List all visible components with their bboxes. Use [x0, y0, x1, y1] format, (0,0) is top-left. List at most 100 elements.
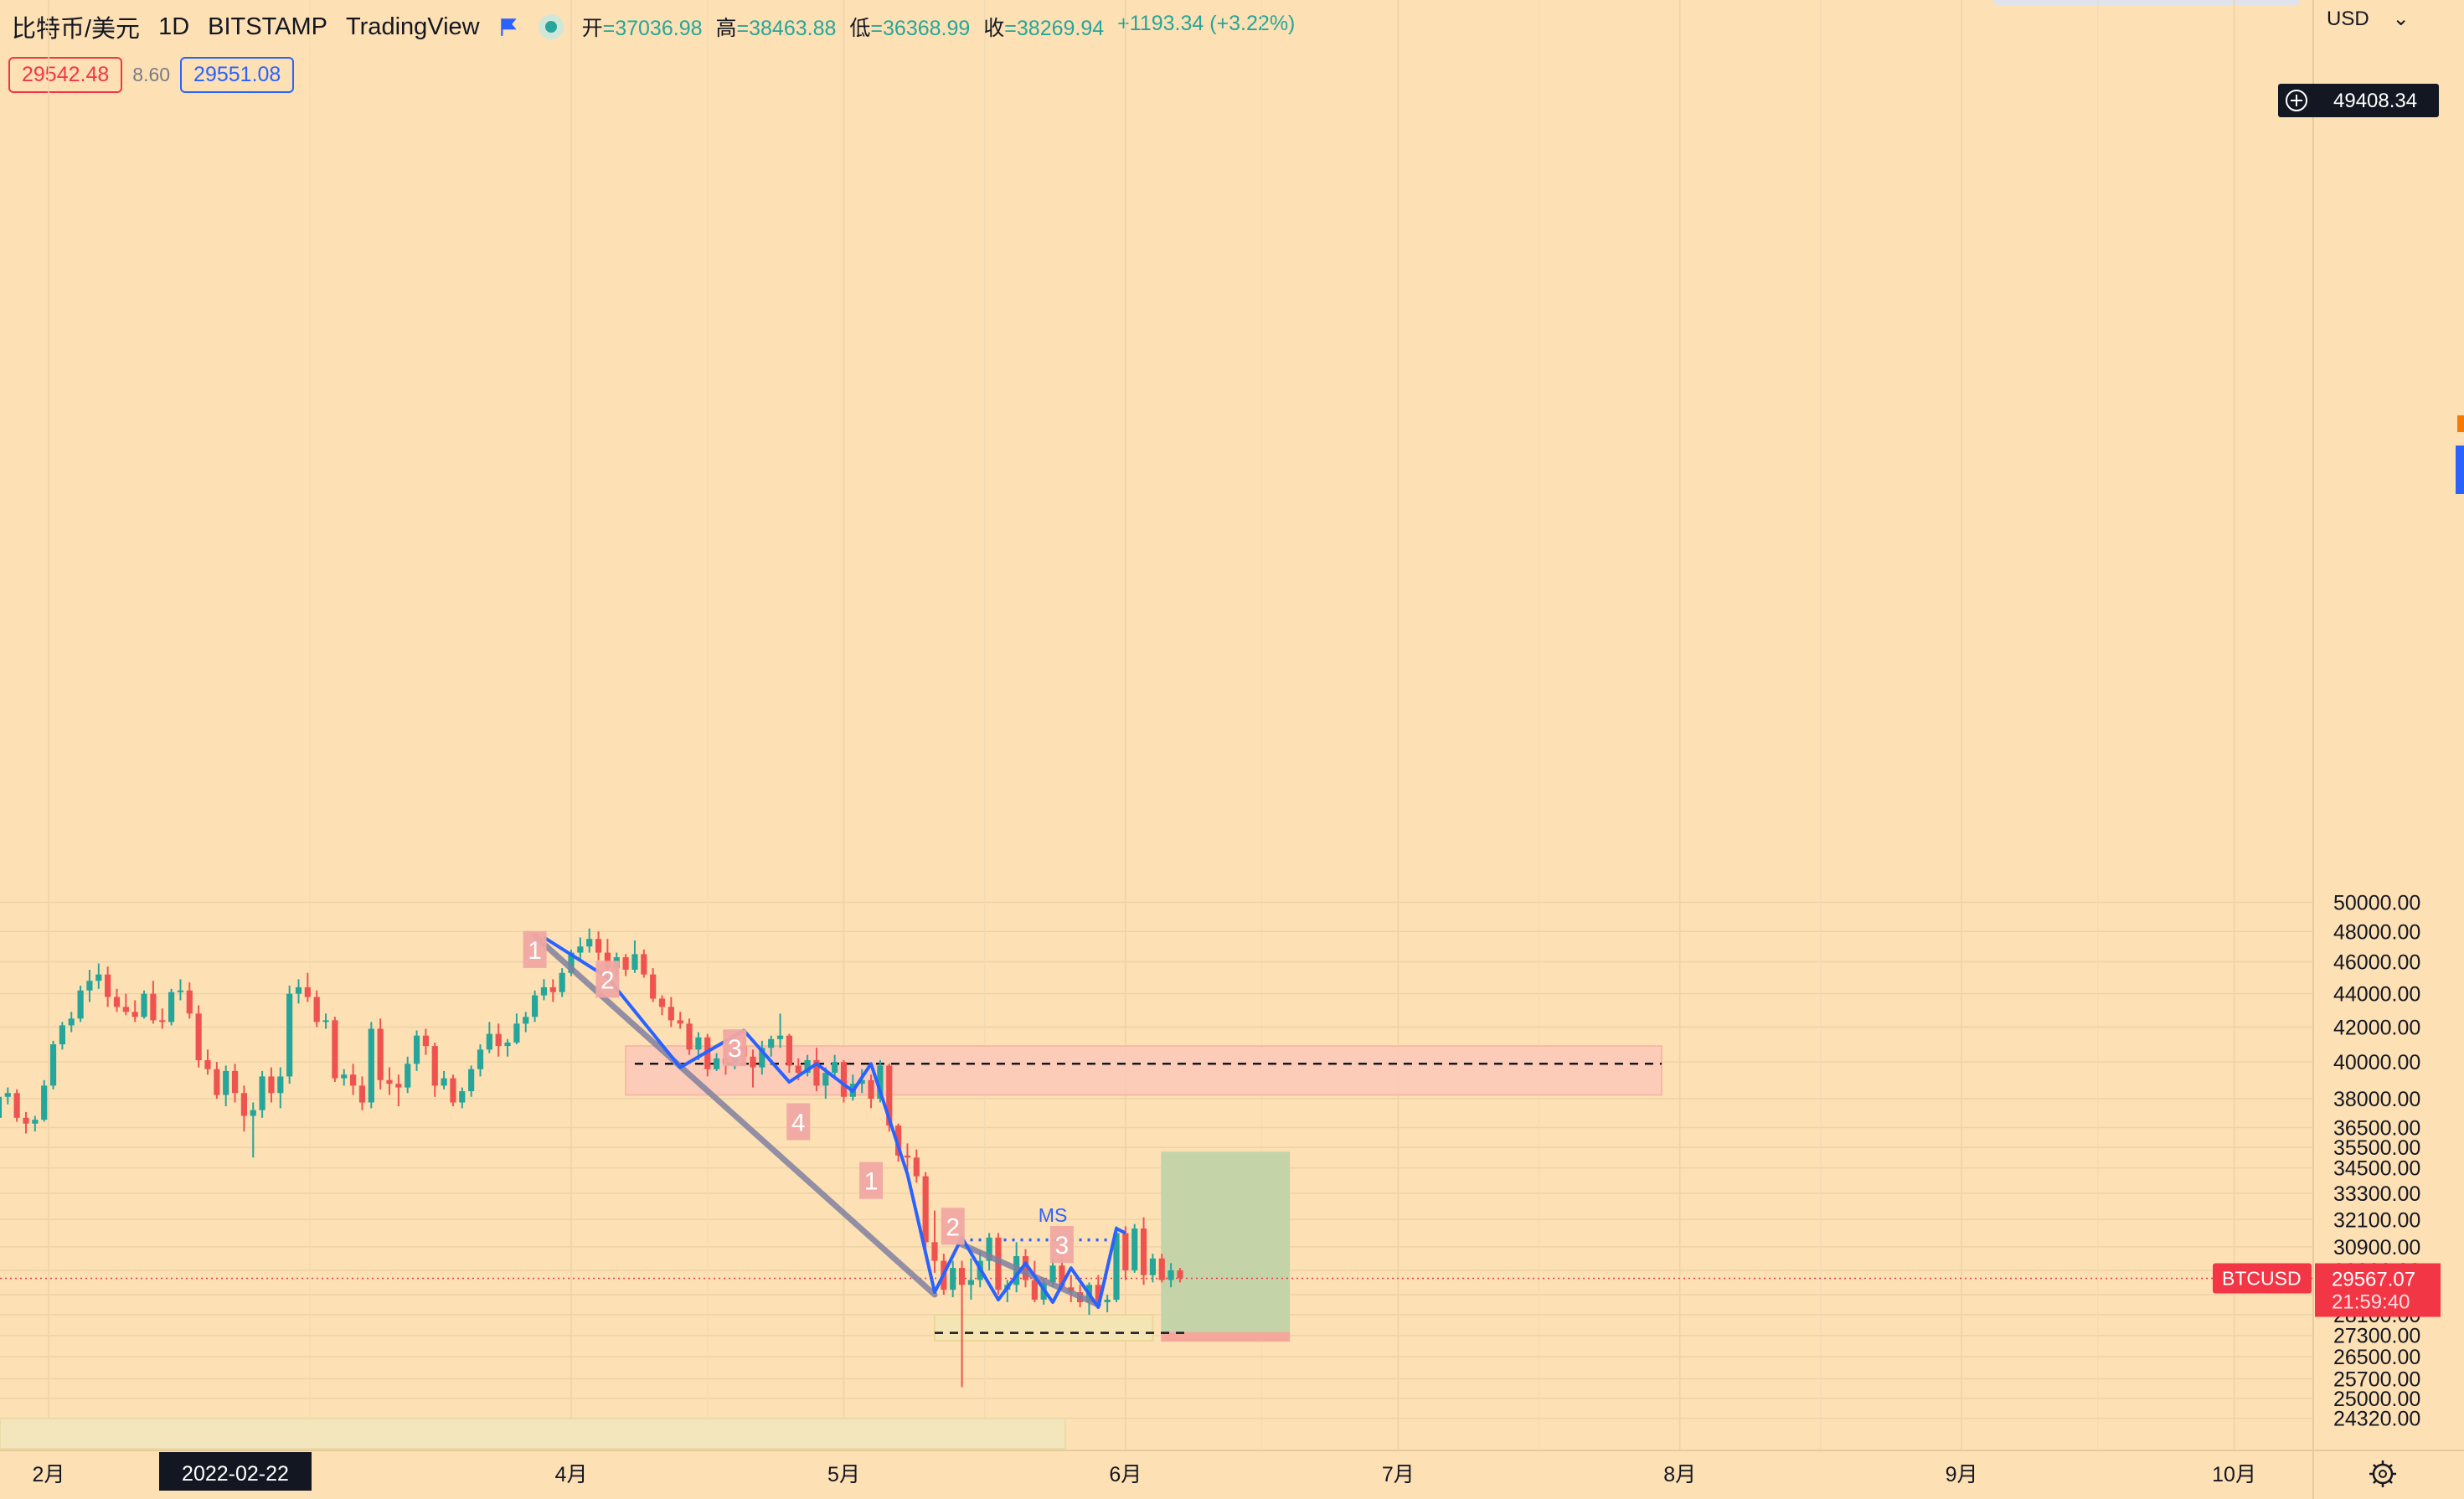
candle-up: [577, 946, 584, 953]
candle-down: [113, 997, 121, 1007]
candle-down: [131, 1012, 138, 1017]
candle-up: [1149, 1258, 1156, 1275]
candle-up: [1113, 1233, 1120, 1300]
candle-up: [441, 1078, 447, 1086]
candle-up: [459, 1091, 466, 1103]
candle-up: [32, 1120, 39, 1124]
candle-down: [350, 1074, 357, 1086]
candle-down: [549, 986, 556, 992]
candle-up: [540, 986, 548, 996]
top-panel-edge: [1993, 0, 2300, 5]
price-tick-label: 26500.00: [2333, 1346, 2420, 1369]
candle-down: [150, 993, 157, 1021]
candle-down: [895, 1126, 902, 1156]
change-value: +1193.34 (+3.22%): [1117, 12, 1296, 35]
candle-up: [223, 1070, 229, 1095]
price-tick-label: 27300.00: [2333, 1325, 2420, 1348]
ms-label: MS: [1039, 1204, 1068, 1226]
candle-up: [295, 986, 302, 994]
wave-label-4: 4: [786, 1103, 811, 1141]
candle-down: [395, 1084, 402, 1088]
time-tick-label: 7月: [1382, 1463, 1415, 1486]
candle-down: [1140, 1228, 1147, 1275]
candle-down: [686, 1023, 693, 1050]
symbol-name[interactable]: 比特币/美元: [12, 16, 141, 43]
candle-up: [1049, 1265, 1056, 1283]
candle-down: [1095, 1285, 1101, 1302]
crosshair-price-value: 49408.34: [2333, 90, 2417, 112]
candle-up: [41, 1085, 48, 1120]
wave-label-box: [595, 961, 620, 998]
candle-up: [168, 992, 175, 1023]
zones: [0, 1045, 1662, 1450]
price-tick-label: 25700.00: [2333, 1368, 2420, 1391]
candle-down: [813, 1060, 820, 1086]
time-axis: 2月 4月 5月 6月 7月 8月 9月 10月: [33, 1463, 2256, 1486]
price-tick-label: 34500.00: [2333, 1157, 2420, 1181]
sell-price-button[interactable]: 29542.48: [8, 57, 123, 93]
price-tick-label: 46000.00: [2333, 951, 2420, 975]
price-tick-label: 30900.00: [2333, 1236, 2420, 1259]
time-tick-label: 6月: [1109, 1463, 1142, 1486]
candle-down: [13, 1093, 20, 1118]
candle-up: [950, 1268, 956, 1290]
high-value: =38463.88: [736, 17, 837, 40]
buy-price-button[interactable]: 29551.08: [180, 57, 295, 93]
candle-down: [105, 974, 111, 997]
candle-up: [1168, 1270, 1174, 1280]
flag-icon[interactable]: [498, 16, 520, 38]
annotations: 1 2 3 4 1 2 3 MS: [523, 930, 1074, 1264]
candle-down: [922, 1176, 929, 1243]
scale-marker-blue: [2456, 446, 2464, 494]
last-price-tag: BTCUSD 29567.07 21:59:40: [2213, 1263, 2441, 1317]
candle-down: [886, 1065, 893, 1126]
demand-zone: [934, 1314, 1154, 1342]
candle-up: [714, 1058, 720, 1069]
candle-down: [786, 1035, 792, 1066]
candle-up: [0, 1096, 3, 1118]
spread-value: 8.60: [132, 64, 171, 85]
wave-label-text: 2: [601, 966, 615, 994]
candle-up: [768, 1038, 775, 1048]
candle-up: [341, 1074, 348, 1079]
candle-down: [650, 974, 657, 999]
gear-icon[interactable]: [2369, 1460, 2396, 1487]
target-zone: [1161, 1151, 1291, 1334]
candle-up: [504, 1042, 511, 1047]
wave-label-text: 3: [728, 1035, 742, 1063]
currency-label: USD: [2327, 7, 2369, 30]
stop-zone: [1161, 1332, 1291, 1342]
candle-up: [250, 1110, 256, 1116]
currency-selector[interactable]: USD ⌄: [2327, 7, 2410, 31]
open-value: =37036.98: [602, 17, 703, 40]
wave-label-text: 2: [946, 1213, 960, 1241]
chart-header: 比特币/美元 1D BITSTAMP TradingView 开=37036.9…: [12, 8, 1295, 45]
wave-label-box: [1049, 1226, 1074, 1264]
wave-label-text: 4: [791, 1109, 806, 1136]
price-tick-label: 38000.00: [2333, 1088, 2420, 1111]
range-highlight-strip: [0, 1418, 1066, 1450]
candle-up: [468, 1069, 475, 1092]
candle-down: [377, 1028, 384, 1080]
plus-circle-icon[interactable]: [2286, 90, 2307, 111]
exchange-label: BITSTAMP: [208, 13, 328, 40]
candle-up: [858, 1079, 865, 1084]
wave-label-box: [786, 1103, 811, 1141]
candle-up: [413, 1035, 420, 1064]
candle-down: [750, 1056, 756, 1068]
candle-down: [304, 986, 311, 997]
candle-up: [822, 1073, 829, 1086]
candle-up: [322, 1020, 329, 1023]
candle-down: [204, 1060, 211, 1069]
wave-label-box: [941, 1208, 965, 1245]
candle-down: [159, 1020, 166, 1023]
candle-up: [95, 974, 102, 981]
candle-down: [668, 1007, 674, 1021]
wave-label-2: 2: [595, 961, 620, 998]
price-tick-label: 32100.00: [2333, 1208, 2420, 1232]
interval-label[interactable]: 1D: [158, 13, 190, 40]
price-tick-label: 44000.00: [2333, 983, 2420, 1007]
bar-countdown: 21:59:40: [2332, 1291, 2410, 1314]
wave-label-text: 1: [864, 1168, 879, 1196]
